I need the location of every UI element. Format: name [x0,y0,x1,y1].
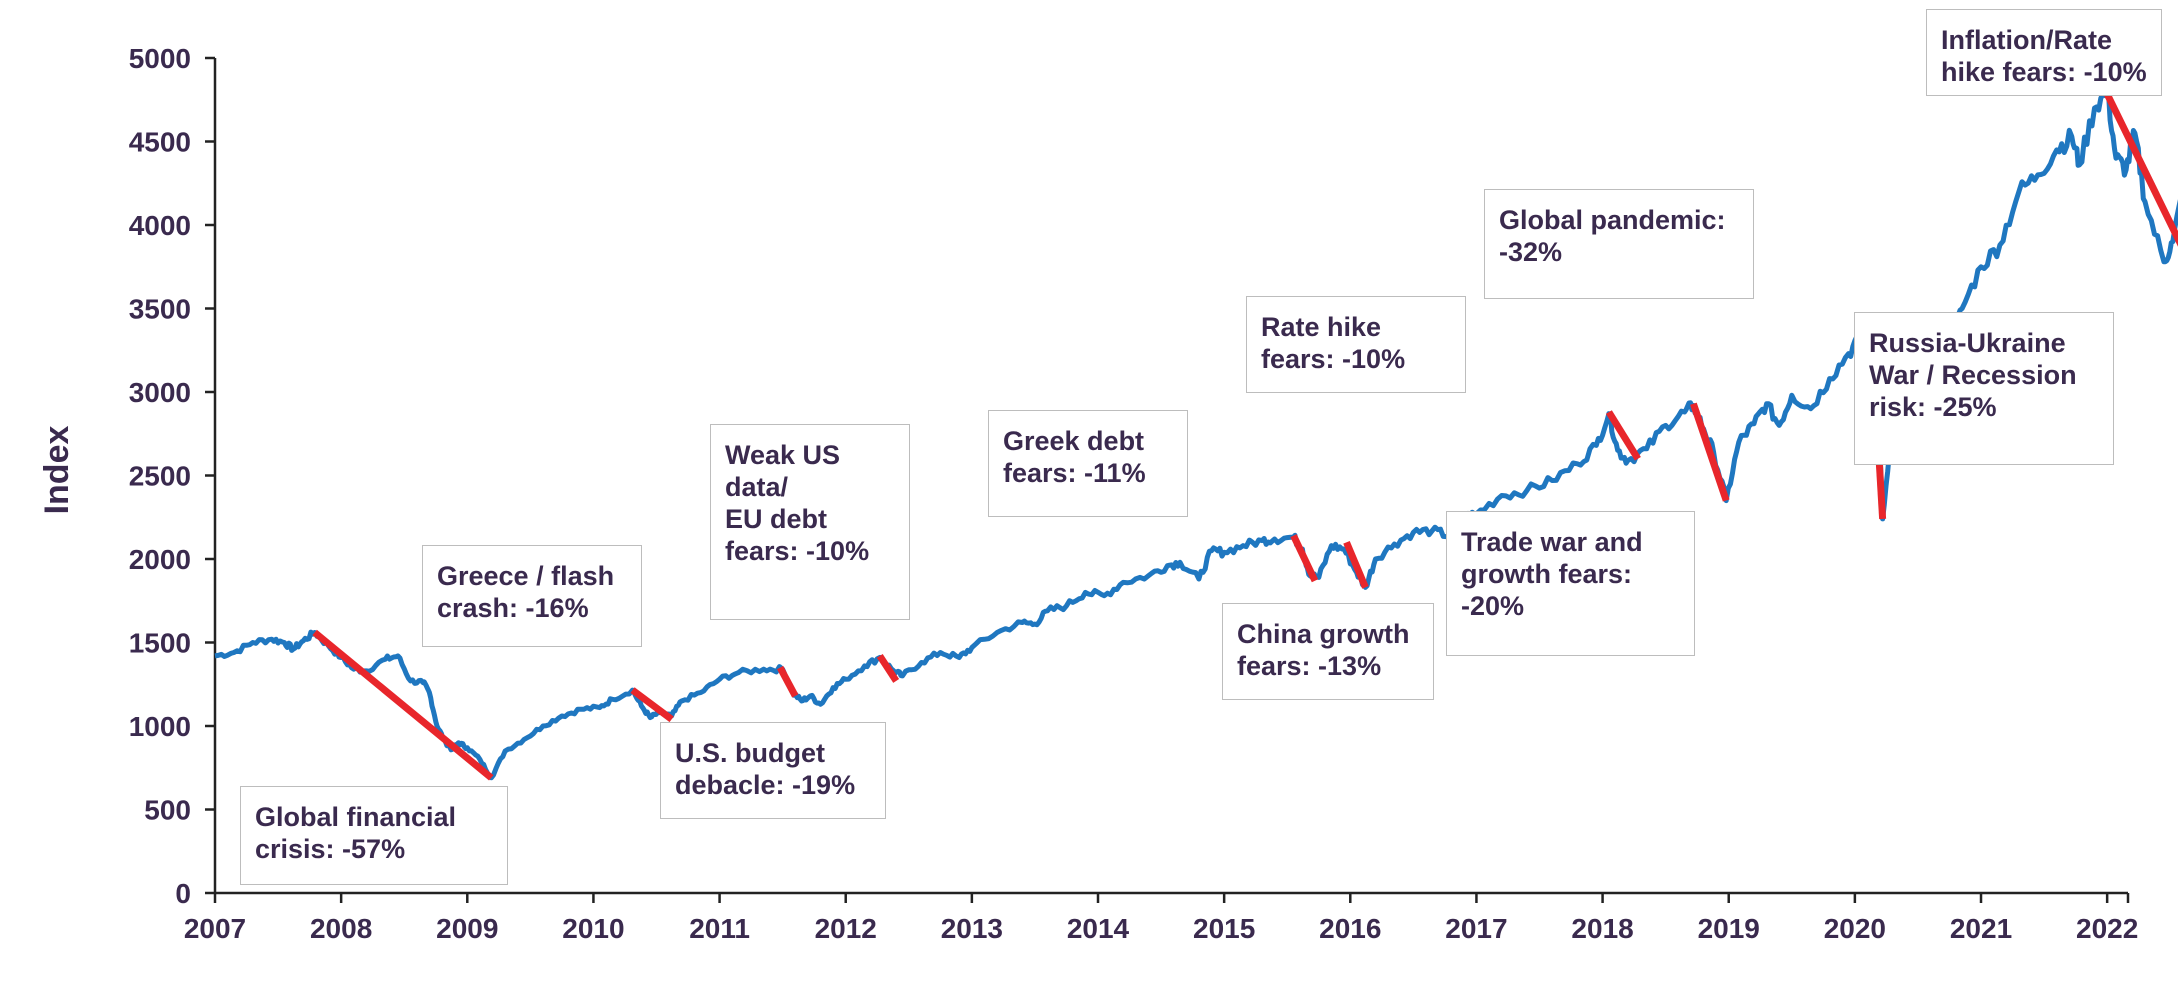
y-tick-label: 3000 [129,377,191,408]
y-tick-label: 4500 [129,127,191,158]
y-tick-label: 2000 [129,544,191,575]
x-tick-label: 2019 [1698,913,1760,944]
x-tick-label: 2014 [1067,913,1130,944]
callout-greek-debt: Greek debt fears: -11% [988,410,1188,517]
callout-weak-us: Weak US data/ EU debt fears: -10% [710,424,910,620]
x-tick-label: 2012 [815,913,877,944]
x-tick-label: 2021 [1950,913,2012,944]
x-tick-label: 2009 [436,913,498,944]
callout-china: China growth fears: -13% [1222,603,1434,700]
callout-trade-war: Trade war and growth fears: -20% [1446,511,1695,656]
x-tick-label: 2011 [689,913,750,944]
x-tick-label: 2010 [562,913,624,944]
callout-inflation: Inflation/Rate hike fears: -10% [1926,9,2162,96]
drawdown-marker-tradewar [1690,402,1730,502]
index-series-line [214,88,2178,781]
drawdown-marker-budget [876,653,900,683]
drawdown-marker-russia [2102,89,2178,247]
y-tick-label: 500 [144,795,191,826]
y-tick-label: 3500 [129,294,191,325]
x-tick-label: 2015 [1193,913,1255,944]
x-tick-label: 2017 [1445,913,1507,944]
callout-russia-ukraine: Russia-Ukraine War / Recession risk: -25… [1854,312,2114,465]
x-tick-label: 2022 [2076,913,2138,944]
drawdown-marker-gfc [312,629,494,781]
drawdown-marker-greece [630,687,674,723]
x-tick-label: 2016 [1319,913,1381,944]
callout-rate-hike: Rate hike fears: -10% [1246,296,1466,393]
x-tick-label: 2008 [310,913,372,944]
y-axis-title: Index [38,426,76,515]
x-tick-label: 2007 [184,913,246,944]
y-tick-label: 0 [175,878,191,909]
callout-budget: U.S. budget debacle: -19% [660,722,886,819]
callout-pandemic: Global pandemic: -32% [1484,189,1754,299]
x-tick-label: 2018 [1571,913,1633,944]
y-tick-label: 2500 [129,461,191,492]
drawdown-marker-china [1343,540,1369,589]
y-tick-label: 4000 [129,210,191,241]
x-tick-label: 2013 [941,913,1003,944]
y-tick-label: 1500 [129,628,191,659]
y-tick-label: 1000 [129,711,191,742]
callout-greece: Greece / flash crash: -16% [422,545,642,647]
y-tick-label: 5000 [129,43,191,74]
x-tick-label: 2020 [1824,913,1886,944]
drawdown-marker-weakus [777,665,799,698]
drawdown-marker-greek [1290,534,1319,583]
drawdown-marker-ratehike [1605,410,1641,461]
callout-gfc: Global financial crisis: -57% [240,786,508,885]
